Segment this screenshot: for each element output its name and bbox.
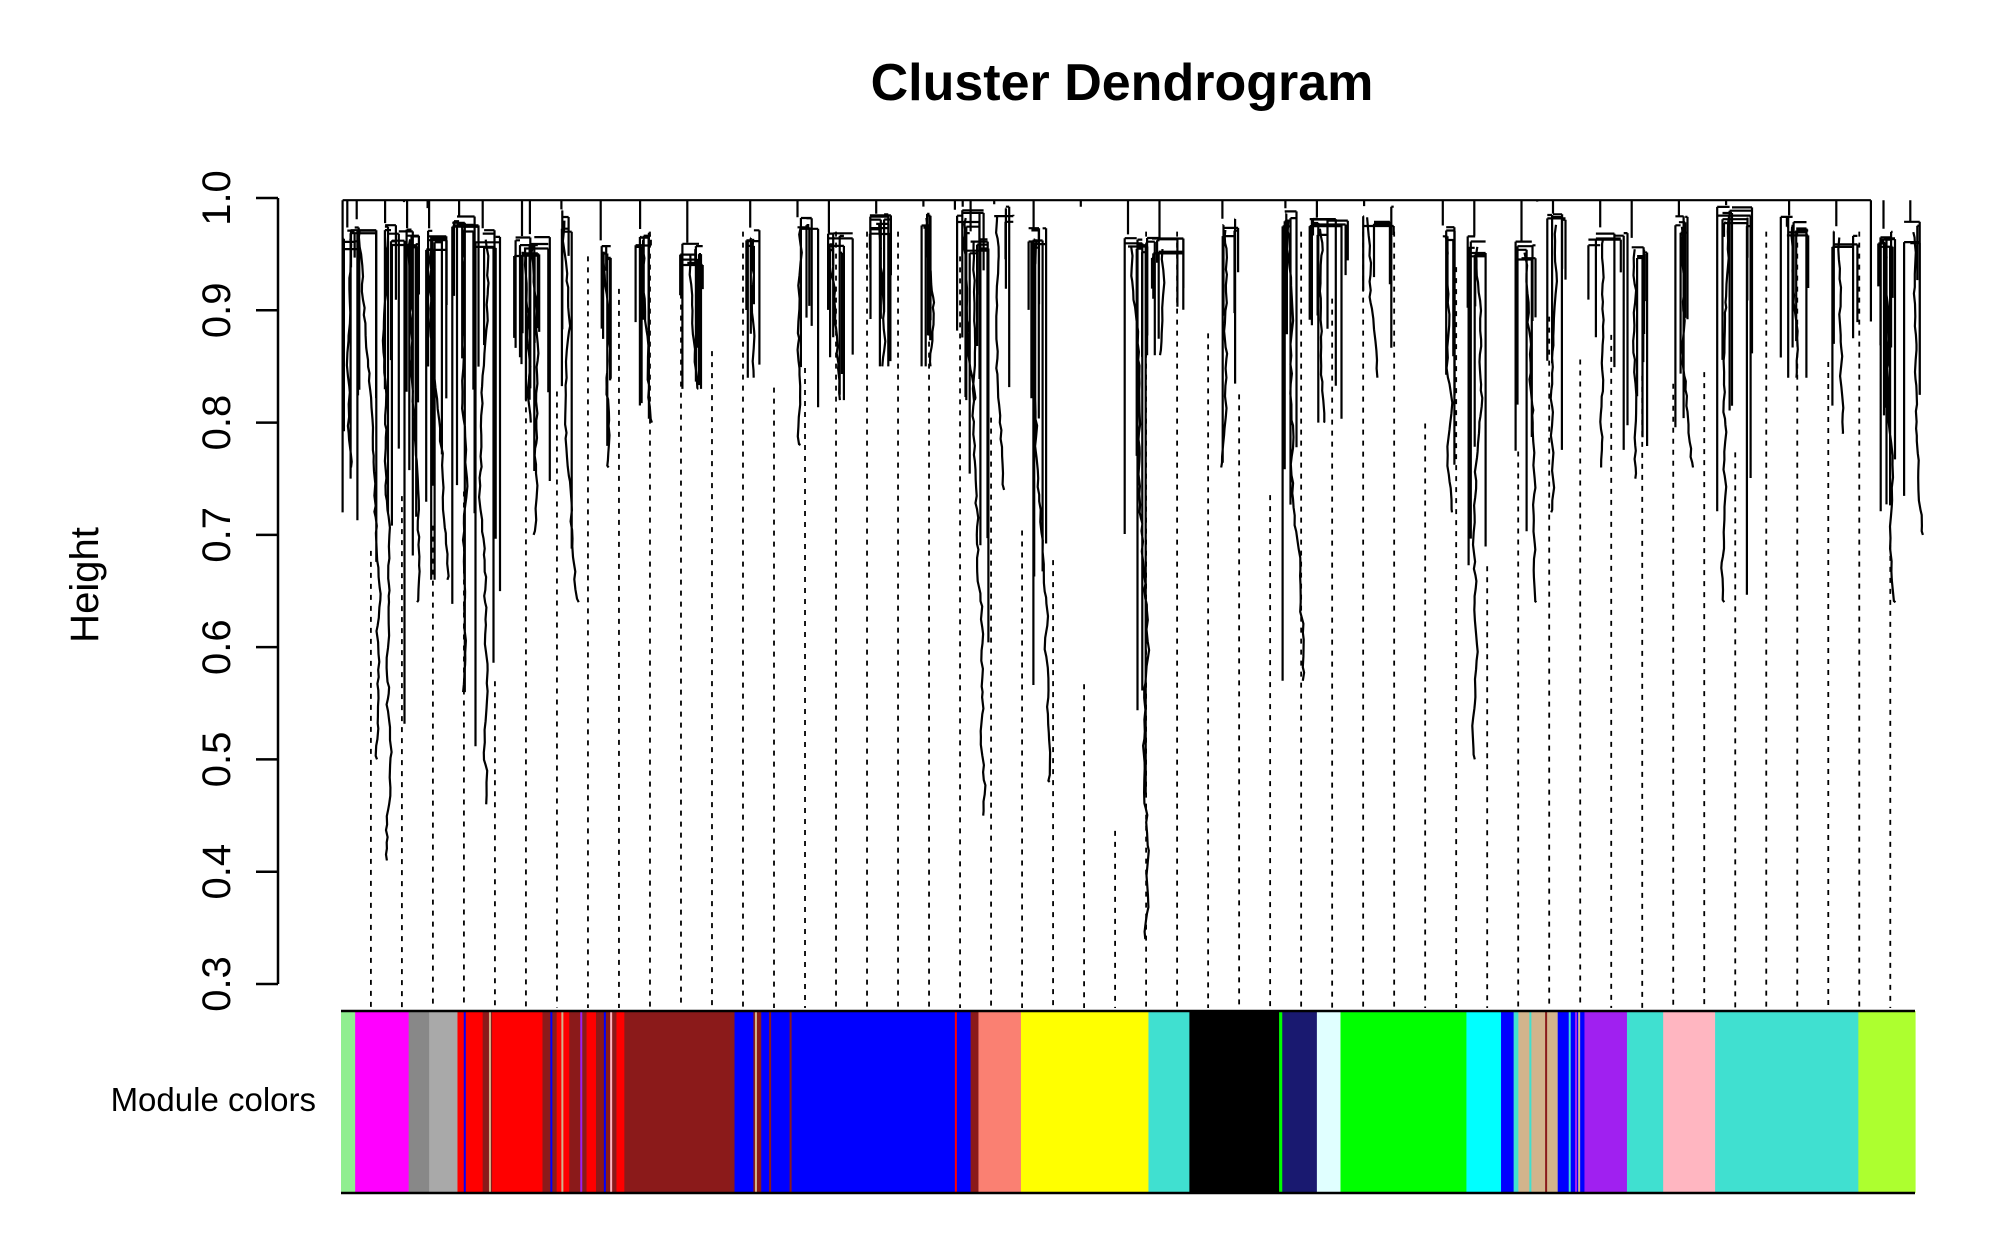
dendrogram-tree bbox=[341, 199, 1924, 940]
module-stripe bbox=[463, 1011, 466, 1193]
module-color-bar bbox=[341, 1009, 1916, 1195]
module-segment bbox=[1002, 1011, 1022, 1193]
module-stripe bbox=[610, 1011, 613, 1193]
module-segment bbox=[492, 1011, 544, 1193]
module-stripe bbox=[754, 1011, 757, 1193]
module-segment bbox=[355, 1011, 410, 1193]
module-stripe bbox=[561, 1011, 564, 1193]
module-stripe bbox=[1529, 1011, 1532, 1193]
y-tick-label: 0.4 bbox=[195, 844, 239, 900]
module-segment bbox=[753, 1011, 762, 1193]
module-segment bbox=[978, 1011, 1003, 1193]
module-guide-lines bbox=[370, 231, 1892, 1008]
module-stripe bbox=[1641, 1011, 1644, 1193]
module-stripe bbox=[488, 1011, 491, 1193]
y-tick-label: 0.3 bbox=[195, 956, 239, 1012]
y-tick-label: 0.7 bbox=[195, 507, 239, 563]
module-segment bbox=[624, 1011, 736, 1193]
module-stripe bbox=[603, 1011, 606, 1193]
module-segment bbox=[1626, 1011, 1664, 1193]
module-segment bbox=[1466, 1011, 1502, 1193]
module-segment bbox=[1518, 1011, 1559, 1193]
y-tick-label: 0.9 bbox=[195, 282, 239, 338]
module-segment bbox=[1584, 1011, 1628, 1193]
y-tick-label: 0.5 bbox=[195, 732, 239, 788]
chart-title: Cluster Dendrogram bbox=[871, 54, 1374, 112]
module-segment bbox=[1148, 1011, 1190, 1193]
module-stripe bbox=[1568, 1011, 1571, 1193]
module-segment bbox=[1663, 1011, 1716, 1193]
module-stripe bbox=[769, 1011, 772, 1193]
y-axis-label: Height bbox=[63, 527, 107, 643]
module-segment bbox=[595, 1011, 618, 1193]
module-segment bbox=[457, 1011, 484, 1193]
y-axis: 0.3 0.4 0.5 0.6 0.7 0.8 0.9 1.0 bbox=[195, 170, 280, 1012]
module-segment bbox=[408, 1011, 430, 1193]
module-stripe bbox=[550, 1011, 553, 1193]
module-segment bbox=[1282, 1011, 1318, 1193]
module-segment bbox=[1020, 1011, 1150, 1193]
module-segment bbox=[542, 1011, 558, 1193]
module-segment bbox=[1557, 1011, 1586, 1193]
module-segment bbox=[1316, 1011, 1342, 1193]
module-segment bbox=[1340, 1011, 1468, 1193]
dendrogram-branches bbox=[341, 199, 1924, 940]
module-segment bbox=[1715, 1011, 1859, 1193]
module-stripe bbox=[1545, 1011, 1548, 1193]
module-segment bbox=[734, 1011, 754, 1193]
module-segment bbox=[1858, 1011, 1916, 1193]
module-stripe bbox=[1578, 1011, 1581, 1193]
module-segment bbox=[1501, 1011, 1515, 1193]
module-segment bbox=[616, 1011, 625, 1193]
module-segment bbox=[1189, 1011, 1280, 1193]
y-tick-label: 0.6 bbox=[195, 619, 239, 675]
module-stripe bbox=[580, 1011, 583, 1193]
module-segment bbox=[341, 1011, 356, 1193]
module-segment bbox=[970, 1011, 980, 1193]
module-segment bbox=[429, 1011, 459, 1193]
module-segment bbox=[586, 1011, 597, 1193]
module-segment bbox=[1279, 1011, 1283, 1193]
module-segment bbox=[1513, 1011, 1519, 1193]
module-segment bbox=[761, 1011, 972, 1193]
module-segment bbox=[569, 1011, 588, 1193]
y-tick-label: 1.0 bbox=[195, 170, 239, 226]
module-stripe bbox=[954, 1011, 957, 1193]
module-segment bbox=[482, 1011, 493, 1193]
y-tick-label: 0.8 bbox=[195, 395, 239, 451]
module-stripe bbox=[789, 1011, 792, 1193]
module-stripe bbox=[1575, 1011, 1578, 1193]
module-colors-label: Module colors bbox=[111, 1081, 316, 1118]
